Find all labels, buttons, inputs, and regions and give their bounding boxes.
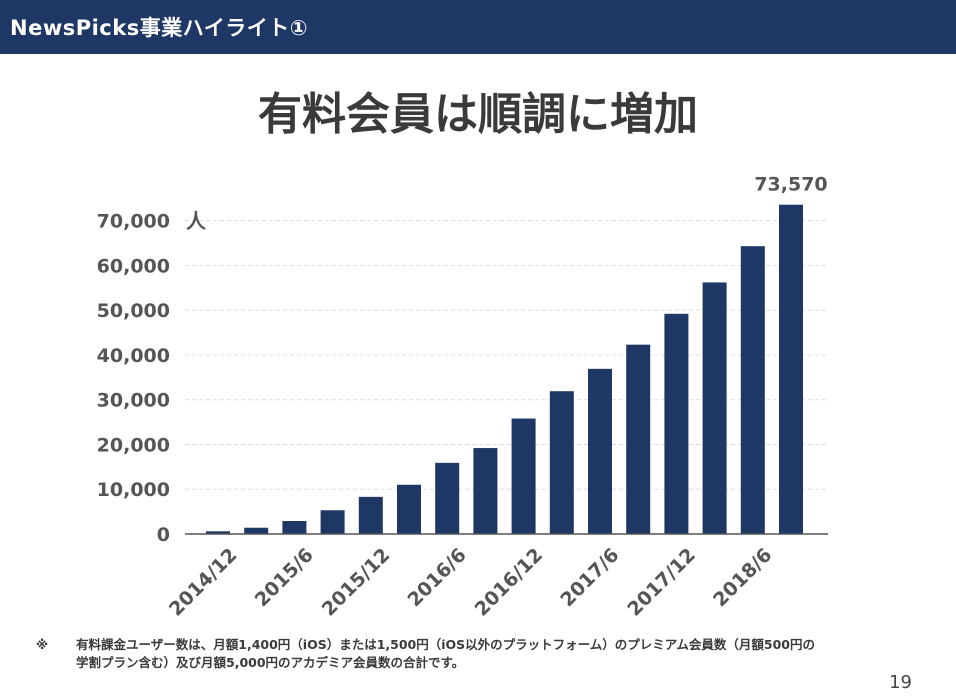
- y-tick-label: 10,000: [97, 479, 170, 501]
- y-tick-label: 60,000: [97, 255, 170, 277]
- x-tick-label: 2016/12: [471, 544, 548, 621]
- header-title: NewsPicks事業ハイライト①: [10, 16, 309, 40]
- x-tick-label: 2018/6: [709, 544, 776, 611]
- bar: [779, 204, 803, 534]
- bar: [397, 484, 421, 534]
- page-number: 19: [889, 672, 912, 693]
- bar: [626, 344, 651, 534]
- y-tick-label: 50,000: [97, 300, 170, 322]
- bar: [358, 496, 383, 534]
- x-tick-label: 2014/12: [165, 544, 242, 621]
- y-tick-label: 70,000: [97, 211, 170, 233]
- data-label: 73,570: [754, 174, 827, 196]
- bar: [206, 531, 230, 534]
- bar: [588, 368, 612, 534]
- bar: [702, 282, 727, 534]
- bar: [664, 313, 689, 534]
- page-title: 有料会員は順調に増加: [258, 89, 698, 140]
- footnote-mark: ※: [36, 637, 49, 652]
- bar: [320, 510, 345, 534]
- header-bar: NewsPicks事業ハイライト①: [0, 0, 956, 54]
- y-tick-label: 20,000: [97, 434, 170, 456]
- y-tick-label: 0: [157, 524, 170, 546]
- footnote-text: 有料課金ユーザー数は、月額1,400円（iOS）または1,500円（iOS以外の…: [76, 637, 815, 670]
- x-tick-label: 2016/6: [404, 544, 471, 611]
- x-tick-label: 2015/12: [318, 544, 395, 621]
- y-unit-label: 人: [186, 209, 207, 233]
- bar: [511, 418, 536, 534]
- bar: [473, 448, 498, 534]
- bar: [549, 391, 574, 534]
- bar-chart: 0 10,000 20,000 30,000 40,000 50,000 60,000 70,…: [97, 174, 828, 621]
- bar: [282, 521, 307, 534]
- x-tick-label: 2017/12: [623, 544, 700, 621]
- y-tick-label: 30,000: [97, 390, 170, 412]
- x-tick-label: 2015/6: [251, 544, 318, 611]
- bar: [435, 462, 460, 534]
- bar: [740, 246, 765, 534]
- bar: [244, 527, 269, 534]
- y-tick-label: 40,000: [97, 345, 170, 367]
- x-tick-label: 2017/6: [556, 544, 623, 611]
